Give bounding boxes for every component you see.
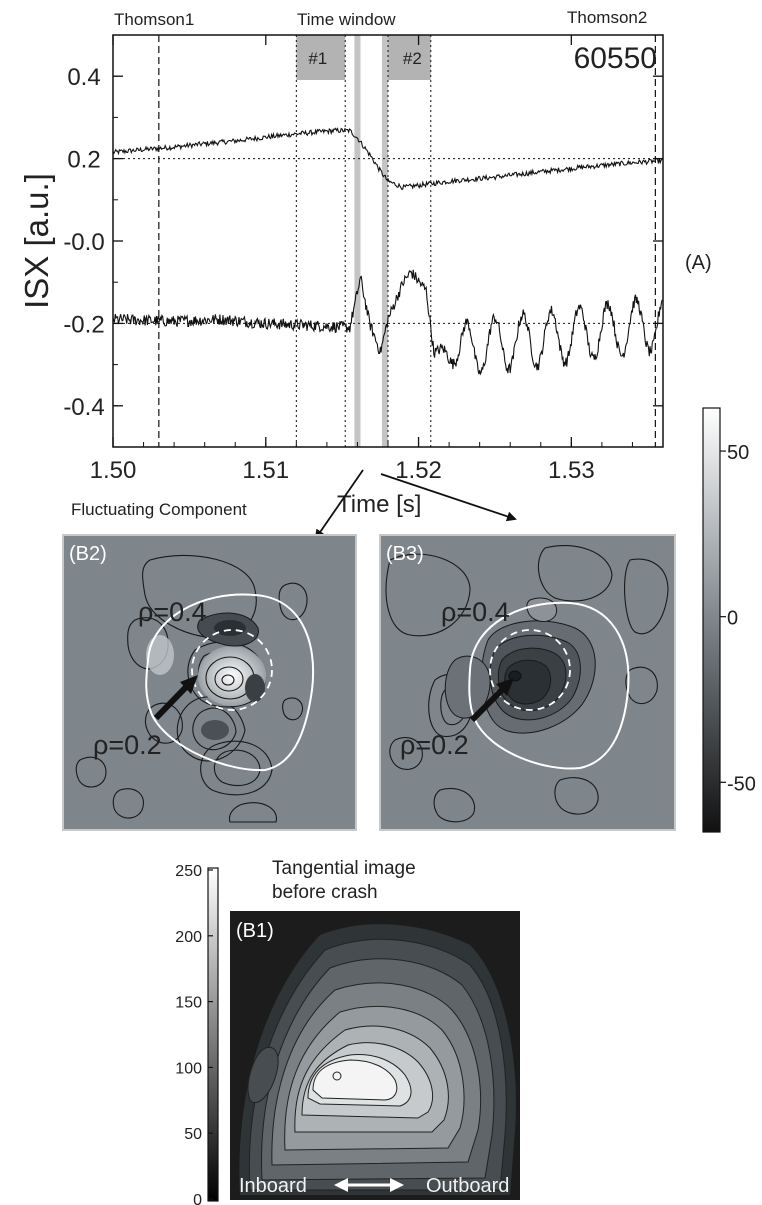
colorbar-b1-tick-label: 200	[175, 929, 202, 946]
colorbar-b-tick-label: 50	[727, 442, 749, 464]
image-b1: Tangential image before crash (B1) Inboa…	[230, 858, 520, 1200]
crash-band	[381, 35, 388, 447]
colorbar-b1-tick-label: 150	[175, 995, 202, 1012]
x-axis-ticks: 1.50 1.51 1.52 1.53	[90, 35, 664, 484]
x-axis-label: Time [s]	[337, 491, 421, 518]
b3-rho-inner: ρ=0.2	[400, 730, 469, 760]
colorbar-b1-tick-label: 0	[193, 1192, 202, 1205]
colorbar-b-bar	[702, 407, 721, 833]
inboard-outboard-arrow	[334, 1178, 404, 1192]
series-upper-line	[113, 127, 663, 190]
b3-flux-surface-inner	[489, 629, 571, 711]
x-tick-label: 1.50	[90, 457, 137, 484]
inboard-label: Inboard	[239, 1175, 307, 1197]
b2-rho-outer: ρ=0.4	[138, 597, 207, 627]
isx-traces	[113, 127, 663, 376]
thomson2-label: Thomson2	[567, 8, 647, 27]
panel-a: Thomson1 Time window Thomson2 #1 #2 0.40…	[18, 8, 712, 540]
colorbar-b1-tick-label: 50	[184, 1126, 202, 1143]
outboard-label: Outboard	[426, 1175, 509, 1197]
colorbar-b-tick-label: 0	[727, 608, 738, 630]
shot-number: 60550	[574, 42, 657, 75]
b1-label: (B1)	[236, 920, 274, 942]
x-tick-label: 1.52	[395, 457, 442, 484]
b2-arrow-shaft	[153, 682, 191, 721]
colorbar-b-tick-label: -50	[727, 773, 756, 795]
b2-flux-surface-outer	[145, 593, 314, 772]
time-window-2-box	[388, 35, 431, 80]
crash-bands	[354, 35, 388, 447]
image-b2: (B2) ρ=0.4 ρ=0.2	[62, 534, 357, 831]
panel-a-label: (A)	[685, 252, 712, 274]
b1-title-line2: before crash	[272, 882, 378, 903]
x-tick-label: 1.51	[242, 457, 289, 484]
colorbar-b: 50 0 -50	[702, 407, 756, 833]
colorbar-b1: 250 200 150 100 50 0	[175, 863, 219, 1205]
b1-title-line1: Tangential image	[272, 858, 416, 879]
vertical-markers	[158, 35, 656, 447]
b3-label: (B3)	[386, 543, 424, 565]
x-tick-label: 1.53	[548, 457, 595, 484]
y-tick-label: -0.2	[63, 311, 104, 338]
b2-label: (B2)	[69, 543, 107, 565]
b3-arrow-shaft	[469, 685, 507, 723]
b2-rho-inner: ρ=0.2	[93, 730, 162, 760]
colorbar-b1-ticks: 250 200 150 100 50 0	[175, 863, 213, 1205]
b2-flux-surface-inner	[191, 629, 273, 711]
y-tick-label: -0.4	[63, 394, 104, 421]
b3-rho-outer: ρ=0.4	[441, 597, 510, 627]
b1-core	[312, 1059, 398, 1101]
arrow-to-b2	[314, 469, 364, 540]
y-tick-label: 0.4	[67, 64, 100, 91]
b3-arrow-head	[496, 678, 514, 696]
colorbar-b1-tick-label: 250	[175, 863, 202, 880]
y-axis-label: ISX [a.u.]	[18, 173, 55, 309]
arrow-to-b3	[380, 473, 517, 522]
time-window-2-label: #2	[403, 49, 422, 68]
b2-arrow-head	[180, 675, 198, 694]
series-lower-line	[113, 269, 663, 376]
thomson1-label: Thomson1	[114, 10, 194, 29]
fluctuating-component-title: Fluctuating Component	[71, 500, 247, 519]
time-window-title: Time window	[297, 10, 396, 29]
colorbar-b1-tick-label: 100	[175, 1060, 202, 1077]
y-axis-ticks: 0.4 0.2 -0.0 -0.2 -0.4	[63, 34, 663, 448]
image-b3: (B3) ρ=0.4 ρ=0.2	[379, 534, 676, 831]
y-tick-label: 0.2	[67, 147, 100, 174]
colorbar-b-ticks: 50 0 -50	[720, 442, 756, 795]
crash-band	[354, 35, 361, 447]
time-window-1-box	[296, 35, 346, 80]
y-tick-label: -0.0	[63, 229, 104, 256]
colorbar-b1-bar	[207, 867, 219, 1202]
time-window-1-label: #1	[308, 49, 327, 68]
